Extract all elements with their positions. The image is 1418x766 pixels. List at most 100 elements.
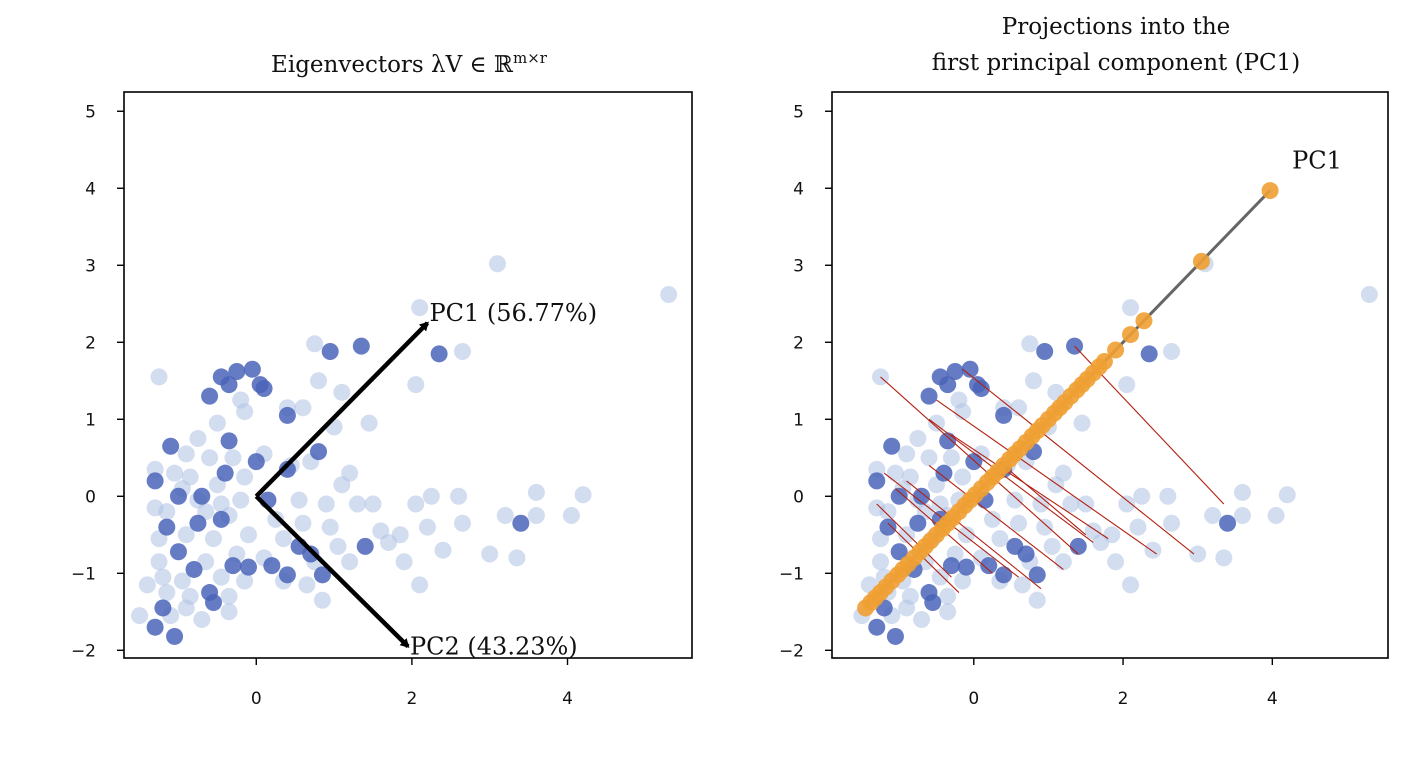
- right-light-point: [939, 587, 957, 605]
- right-dark-point: [961, 360, 979, 378]
- left-dark-point: [255, 379, 273, 397]
- left-light-point: [418, 518, 436, 536]
- right-light-point: [954, 572, 972, 590]
- left-dark-point: [212, 510, 230, 528]
- right-dark-point: [879, 518, 897, 536]
- right-panel: Projections into the first principal com…: [779, 14, 1389, 709]
- right-light-point: [1163, 343, 1181, 361]
- left-dark-point: [278, 566, 296, 584]
- right-light-point: [913, 610, 931, 628]
- left-light-point: [407, 495, 425, 513]
- projection-point: [1192, 252, 1210, 270]
- right-y-tick-label: 0: [793, 487, 804, 507]
- right-light-point: [1107, 553, 1125, 571]
- right-light-point: [1010, 514, 1028, 532]
- residual-line: [928, 418, 1094, 543]
- right-dark-point: [942, 557, 960, 575]
- left-dark-point: [220, 376, 238, 394]
- left-light-point: [527, 483, 545, 501]
- left-light-point: [275, 530, 293, 548]
- left-panel: Eigenvectors λV ∈ ℝm×r PC1 (56.77%) PC2 (…: [71, 49, 693, 709]
- left-light-point: [158, 584, 176, 602]
- right-light-point: [898, 445, 916, 463]
- left-dark-point: [220, 432, 238, 450]
- right-light-point: [886, 464, 904, 482]
- pc1-arrow-label: PC1 (56.77%): [429, 299, 597, 327]
- right-y-tick-label: 3: [793, 256, 804, 276]
- right-x-tick-label: 0: [968, 689, 979, 709]
- left-dark-point: [162, 437, 180, 455]
- left-light-point: [236, 468, 254, 486]
- right-light-point: [1043, 537, 1061, 555]
- left-y-tick-label: −1: [71, 564, 96, 584]
- right-light-point: [1233, 483, 1251, 501]
- left-dark-point: [263, 557, 281, 575]
- left-dark-point: [166, 627, 184, 645]
- residual-line: [962, 368, 1195, 555]
- left-light-point: [154, 568, 172, 586]
- left-light-point: [173, 572, 191, 590]
- right-x-tick-label: 4: [1267, 689, 1278, 709]
- right-dark-point: [1219, 514, 1237, 532]
- left-dark-point: [278, 460, 296, 478]
- right-light-point: [1129, 518, 1147, 536]
- left-light-point: [138, 576, 156, 594]
- left-light-point: [411, 576, 429, 594]
- right-dark-point: [924, 594, 942, 612]
- left-dark-point: [430, 345, 448, 363]
- left-light-point: [341, 553, 359, 571]
- right-dark-point: [890, 487, 908, 505]
- right-light-point: [879, 503, 897, 521]
- projection-point: [1261, 182, 1279, 200]
- left-vectors-layer: PC1 (56.77%) PC2 (43.23%): [254, 299, 597, 660]
- left-light-point: [239, 526, 257, 544]
- left-x-tick-label: 4: [562, 689, 573, 709]
- left-dark-point: [201, 387, 219, 405]
- right-y-tick-label: 5: [793, 102, 804, 122]
- left-dark-point: [278, 406, 296, 424]
- right-dark-point: [957, 558, 975, 576]
- left-light-point: [380, 533, 398, 551]
- right-dark-point: [1017, 545, 1035, 563]
- left-light-point: [395, 553, 413, 571]
- left-dark-point: [352, 337, 370, 355]
- right-light-point: [1122, 576, 1140, 594]
- right-light-point: [1233, 507, 1251, 525]
- right-dark-point: [939, 432, 957, 450]
- projection-point: [1107, 341, 1125, 359]
- left-light-point: [310, 372, 328, 390]
- left-dark-point: [313, 566, 331, 584]
- left-light-point: [177, 599, 195, 617]
- right-dark-point: [972, 379, 990, 397]
- left-chart-title: Eigenvectors λV ∈ ℝm×r: [271, 49, 548, 78]
- left-light-point: [562, 507, 580, 525]
- right-light-point: [909, 430, 927, 448]
- left-light-point: [204, 530, 222, 548]
- left-light-point: [364, 495, 382, 513]
- right-dark-point: [886, 627, 904, 645]
- projection-point: [1122, 326, 1140, 344]
- right-points-layer: [853, 255, 1378, 645]
- left-dark-point: [216, 464, 234, 482]
- left-dark-point: [224, 557, 242, 575]
- left-light-point: [166, 464, 184, 482]
- right-light-point: [898, 599, 916, 617]
- right-x-tick-label: 2: [1118, 689, 1129, 709]
- right-dark-point: [868, 618, 886, 636]
- right-light-point: [1204, 507, 1222, 525]
- left-axes: 0 2 4 −2 −1 0 1 2 3 4 5: [71, 102, 573, 709]
- left-y-tick-label: 4: [85, 179, 96, 199]
- left-light-point: [220, 603, 238, 621]
- left-dark-point: [204, 594, 222, 612]
- left-y-tick-label: 0: [85, 487, 96, 507]
- left-light-point: [450, 487, 468, 505]
- left-x-tick-label: 2: [406, 689, 417, 709]
- left-light-point: [158, 503, 176, 521]
- left-light-point: [267, 510, 285, 528]
- left-light-point: [496, 507, 514, 525]
- right-light-point: [1118, 376, 1136, 394]
- left-light-point: [574, 486, 592, 504]
- left-y-tick-label: 1: [85, 410, 96, 430]
- right-light-point: [872, 553, 890, 571]
